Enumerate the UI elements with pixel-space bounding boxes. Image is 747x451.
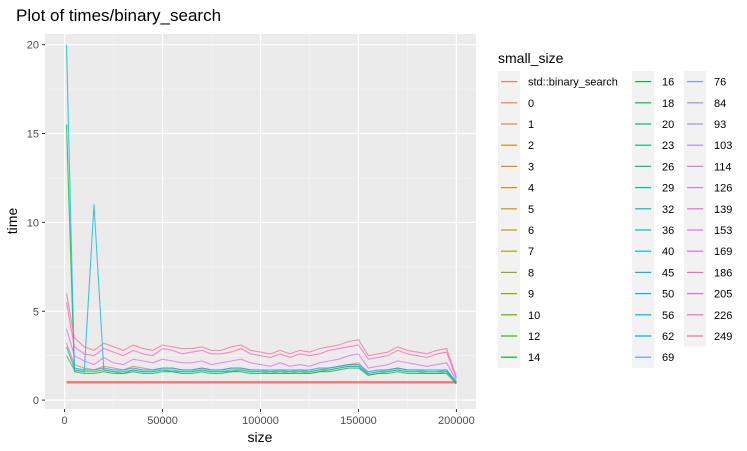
legend-label: 62 <box>662 331 674 343</box>
legend-label: 0 <box>528 98 534 110</box>
legend-label: 45 <box>662 267 674 279</box>
legend-label: 186 <box>714 267 732 279</box>
legend-label: 76 <box>714 77 726 89</box>
legend-label: 29 <box>662 183 674 195</box>
legend-label: 16 <box>662 77 674 89</box>
legend-label: 139 <box>714 204 732 216</box>
legend-label: 14 <box>528 352 540 364</box>
legend-label: std::binary_search <box>528 77 618 89</box>
chart-title: Plot of times/binary_search <box>16 6 221 25</box>
y-tick-label: 10 <box>27 217 39 229</box>
series-line-7 <box>65 302 457 379</box>
legend-label: 169 <box>714 246 732 258</box>
series-line-3 <box>65 124 457 385</box>
legend-label: 12 <box>528 331 540 343</box>
legend-label: 3 <box>528 161 534 173</box>
legend-label: 36 <box>662 225 674 237</box>
y-tick-label: 20 <box>27 40 39 52</box>
legend-label: 26 <box>662 161 674 173</box>
legend-label: 6 <box>528 225 534 237</box>
legend-label: 205 <box>714 289 732 301</box>
y-tick-label: 0 <box>33 395 39 407</box>
legend-title: small_size <box>498 50 564 66</box>
legend-label: 56 <box>662 310 674 322</box>
legend-label: 4 <box>528 183 534 195</box>
legend-label: 8 <box>528 267 534 279</box>
legend-label: 103 <box>714 140 732 152</box>
series-line-6 <box>65 328 457 381</box>
x-tick-label: 200000 <box>438 415 475 427</box>
legend-label: 114 <box>714 161 732 173</box>
legend-label: 226 <box>714 310 732 322</box>
legend-label: 93 <box>714 119 726 131</box>
x-axis-label: size <box>248 429 273 445</box>
legend-key-background <box>632 71 654 368</box>
legend-label: 9 <box>528 289 534 301</box>
legend-label: 50 <box>662 289 674 301</box>
legend-label: 20 <box>662 119 674 131</box>
legend-label: 10 <box>528 310 540 322</box>
x-tick-label: 100000 <box>242 415 279 427</box>
legend-label: 23 <box>662 140 674 152</box>
series-lines <box>65 44 457 385</box>
legend-label: 69 <box>662 352 674 364</box>
x-tick-label: 50000 <box>147 415 178 427</box>
legend-label: 84 <box>714 98 726 110</box>
y-tick-label: 15 <box>27 129 39 141</box>
y-axis-label: time <box>4 208 20 235</box>
legend: std::binary_search0123456789101214161820… <box>498 71 732 368</box>
y-tick-label: 5 <box>33 306 39 318</box>
x-tick-label: 0 <box>62 415 68 427</box>
legend-label: 153 <box>714 225 732 237</box>
legend-label: 2 <box>528 140 534 152</box>
grid-lines <box>45 34 476 409</box>
legend-label: 126 <box>714 183 732 195</box>
legend-label: 40 <box>662 246 674 258</box>
axis-ticks: 0 50000 100000 150000 200000 0 5 10 15 20 <box>27 40 475 427</box>
series-line-8 <box>65 293 457 378</box>
legend-label: 249 <box>714 331 732 343</box>
series-line-4 <box>65 44 457 383</box>
legend-key-background <box>498 71 520 368</box>
legend-label: 18 <box>662 98 674 110</box>
x-tick-label: 150000 <box>340 415 377 427</box>
legend-label: 7 <box>528 246 534 258</box>
legend-label: 5 <box>528 204 534 216</box>
legend-label: 32 <box>662 204 674 216</box>
series-line-5 <box>65 346 457 383</box>
legend-label: 1 <box>528 119 534 131</box>
